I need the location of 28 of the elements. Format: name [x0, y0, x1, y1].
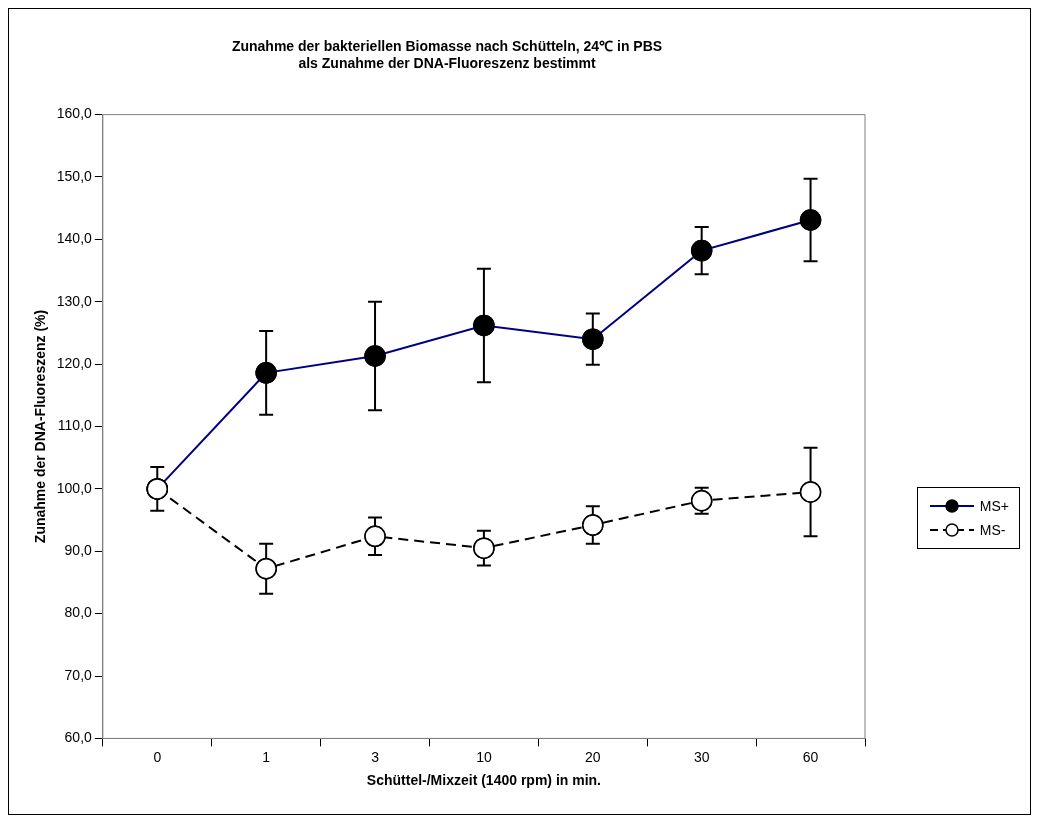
y-tick-label: 100,0 — [56, 479, 93, 496]
y-axis-title: Zunahme der DNA-Fluoreszenz (%) — [32, 309, 49, 544]
y-tick-label: 130,0 — [56, 292, 93, 309]
y-tick-label: 70,0 — [64, 666, 93, 683]
point — [799, 481, 822, 503]
x-axis-title: Schüttel-/Mixzeit (1400 rpm) in min. — [366, 772, 601, 789]
chart-title: Zunahme der bakteriellen Biomasse nach Schütteln, 24℃ in PBS als Zunahme der DNA-Fluoreszenz bestimmt — [231, 38, 663, 72]
y-tick-label: 150,0 — [56, 167, 93, 184]
y-tick-label: 80,0 — [64, 604, 93, 621]
x-tick-label: 1 — [262, 748, 271, 765]
x-tick-label: 0 — [153, 748, 162, 765]
point — [255, 557, 277, 580]
legend-label: MS- — [979, 522, 1006, 538]
x-tick-label: 60 — [802, 748, 819, 765]
y-tick-label: 120,0 — [56, 354, 93, 371]
x-tick-label: 30 — [693, 748, 710, 765]
y-tick-label: 160,0 — [56, 105, 93, 122]
x-tick-label: 20 — [585, 748, 601, 765]
y-tick-label: 110,0 — [57, 417, 93, 434]
x-tick-label: 3 — [371, 748, 380, 765]
x-tick-label: 10 — [476, 748, 492, 765]
y-tick-label: 90,0 — [64, 542, 93, 559]
point — [473, 537, 495, 559]
y-tick-label: 140,0 — [56, 230, 93, 247]
y-tick-label: 60,0 — [64, 729, 93, 746]
point — [582, 514, 604, 536]
legend-label: MS+ — [979, 498, 1009, 514]
point — [364, 525, 386, 548]
